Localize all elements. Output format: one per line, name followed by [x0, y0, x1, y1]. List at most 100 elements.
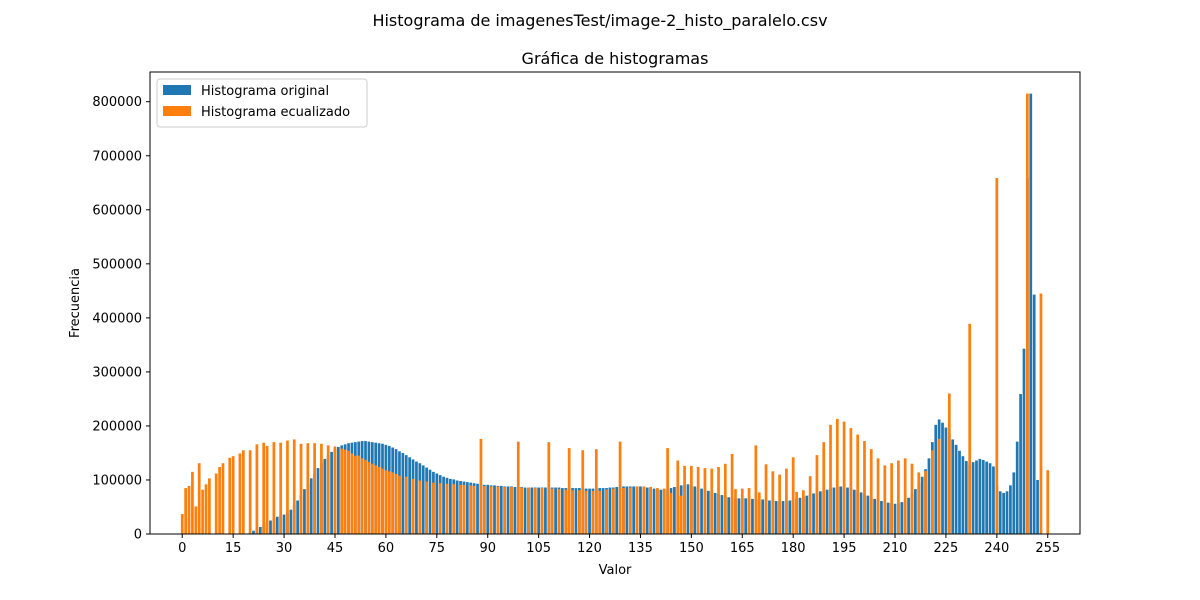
bar-equalized [374, 465, 378, 534]
x-tick-label: 30 [276, 541, 293, 556]
bar-original [914, 489, 917, 534]
bar-original [303, 489, 306, 534]
bar-equalized [669, 492, 673, 534]
bar-equalized [272, 442, 276, 534]
bar-equalized [747, 488, 751, 534]
bar-equalized [398, 475, 401, 534]
bar-equalized [550, 488, 554, 534]
x-tick-label: 210 [883, 541, 908, 556]
bar-original [998, 491, 1002, 534]
bar-equalized [248, 450, 252, 534]
bar-equalized [835, 418, 839, 534]
bar-original [920, 476, 924, 534]
bar-equalized [462, 484, 466, 534]
bar-original [961, 456, 965, 534]
bar-original [1022, 348, 1026, 534]
bar-equalized [635, 486, 639, 534]
bar-original [981, 459, 985, 534]
bar-equalized [557, 489, 561, 534]
bar-equalized [754, 445, 758, 534]
bar-original [296, 500, 300, 534]
bar-original [530, 487, 534, 534]
bar-equalized [578, 490, 581, 534]
bar-equalized [594, 449, 598, 534]
bar-original [632, 486, 636, 534]
bar-equalized [360, 458, 364, 534]
bar-equalized [279, 442, 283, 534]
bar-original [944, 427, 948, 534]
bar-original [639, 486, 642, 534]
bar-equalized [795, 491, 798, 534]
bar-equalized [479, 438, 483, 534]
bar-equalized [605, 489, 608, 534]
bar-original [686, 484, 690, 534]
bar-equalized [856, 434, 860, 534]
bar-original [455, 480, 459, 534]
y-tick-label: 400000 [92, 311, 142, 326]
bar-original [880, 501, 883, 534]
bar-original [1019, 394, 1022, 534]
bar-equalized [649, 486, 652, 534]
y-tick-label: 700000 [92, 149, 142, 164]
x-tick-label: 75 [429, 541, 446, 556]
bar-equalized [180, 514, 184, 534]
plot-area [150, 72, 1080, 534]
bar-equalized [924, 470, 927, 534]
figure-suptitle: Histograma de imagenesTest/image-2_histo… [372, 11, 827, 31]
bar-original [992, 466, 995, 534]
bar-equalized [710, 468, 714, 534]
bar-equalized [690, 465, 693, 534]
bar-equalized [930, 450, 934, 534]
bar-original [781, 501, 785, 534]
bar-equalized [208, 478, 211, 534]
bar-equalized [357, 455, 361, 534]
bar-equalized [489, 486, 493, 534]
bar-equalized [265, 445, 269, 534]
bar-original [1029, 93, 1033, 534]
x-axis-label: Valor [599, 563, 632, 578]
bar-equalized [472, 485, 476, 534]
bar-equalized [917, 472, 921, 534]
bar-equalized [734, 489, 737, 534]
bar-equalized [228, 457, 232, 534]
bar-equalized [452, 484, 456, 534]
bar-equalized [764, 464, 768, 534]
x-tick-label: 195 [832, 541, 857, 556]
bar-original [846, 487, 849, 534]
bar-original [818, 491, 822, 534]
bar-original [309, 478, 313, 534]
bar-original [988, 463, 992, 534]
bar-original [537, 487, 540, 534]
bar-original [499, 485, 503, 534]
bar-original [713, 492, 717, 534]
x-tick-label: 90 [479, 541, 496, 556]
bar-original [601, 488, 605, 534]
bar-equalized [391, 472, 395, 534]
bar-equalized [204, 484, 208, 534]
bar-original [941, 422, 944, 534]
bar-equalized [527, 487, 530, 534]
bar-equalized [897, 460, 900, 534]
bar-equalized [425, 481, 428, 534]
bar-original [832, 487, 836, 534]
y-axis-label: Frecuencia [68, 268, 83, 338]
bar-equalized [683, 465, 686, 534]
bar-original [435, 473, 439, 534]
legend: Histograma original Histograma ecualizad… [156, 78, 368, 128]
bar-equalized [778, 474, 781, 534]
bar-equalized [516, 441, 520, 534]
bar-equalized [757, 492, 761, 534]
bar-equalized [581, 450, 585, 534]
x-axis-ticks: 0 15 30 45 60 75 90 105 120 135 150 165 180 195 210 225… [178, 534, 1060, 556]
bar-original [523, 487, 527, 534]
bar-original [513, 486, 517, 534]
x-tick-label: 225 [934, 541, 959, 556]
bar-equalized [696, 466, 700, 534]
bar-equalized [679, 495, 683, 534]
bar-equalized [947, 393, 951, 534]
bar-equalized [890, 463, 893, 534]
bar-original [893, 503, 897, 534]
bar-equalized [313, 443, 316, 534]
bar-original [774, 501, 778, 534]
legend-swatch-original [163, 85, 191, 95]
